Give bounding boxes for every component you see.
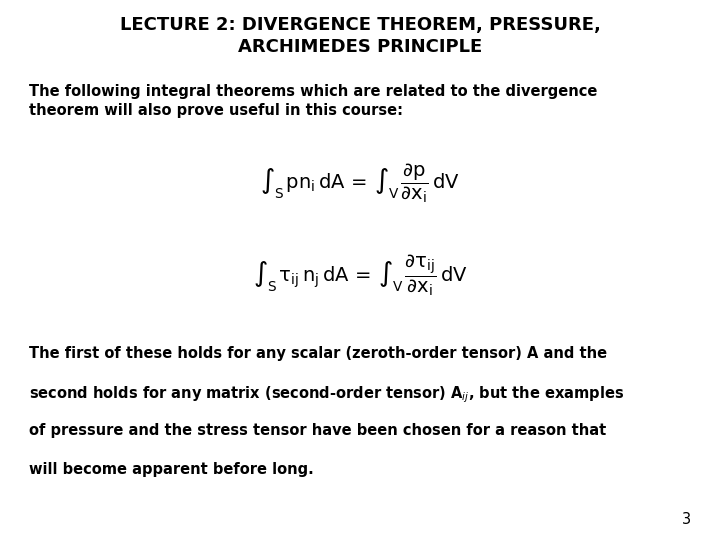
Text: The first of these holds for any scalar (zeroth-order tensor) A and the: The first of these holds for any scalar … [29, 346, 607, 361]
Text: of pressure and the stress tensor have been chosen for a reason that: of pressure and the stress tensor have b… [29, 423, 606, 438]
Text: $\mathsf{\int}_\mathsf{S}\,\mathsf{\tau_{ij}\,n_j\,dA\,=\,\int}_\mathsf{V}\,\dfr: $\mathsf{\int}_\mathsf{S}\,\mathsf{\tau_… [253, 253, 467, 298]
Text: second holds for any matrix (second-order tensor) A$_{ij}$, but the examples: second holds for any matrix (second-orde… [29, 384, 624, 405]
Text: $\mathsf{\int}_\mathsf{S}\,\mathsf{pn_i\,dA\,=\,\int}_\mathsf{V}\,\dfrac{\partia: $\mathsf{\int}_\mathsf{S}\,\mathsf{pn_i\… [260, 162, 460, 205]
Text: The following integral theorems which are related to the divergence
theorem will: The following integral theorems which ar… [29, 84, 597, 118]
Text: will become apparent before long.: will become apparent before long. [29, 462, 313, 477]
Text: LECTURE 2: DIVERGENCE THEOREM, PRESSURE,: LECTURE 2: DIVERGENCE THEOREM, PRESSURE, [120, 16, 600, 34]
Text: 3: 3 [682, 511, 691, 526]
Text: ARCHIMEDES PRINCIPLE: ARCHIMEDES PRINCIPLE [238, 38, 482, 56]
